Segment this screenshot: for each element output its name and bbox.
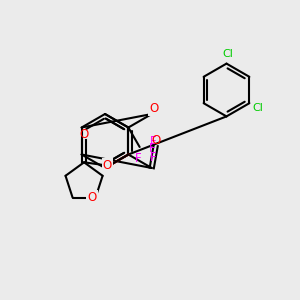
Text: O: O [103,159,112,172]
Text: F: F [150,135,156,148]
Text: F: F [149,142,155,155]
Text: O: O [151,134,160,147]
Text: O: O [87,191,97,204]
Text: O: O [149,102,159,115]
Text: Cl: Cl [252,103,263,113]
Text: F: F [150,151,156,164]
Text: O: O [80,128,89,141]
Text: F: F [135,152,141,165]
Text: Cl: Cl [223,49,233,59]
